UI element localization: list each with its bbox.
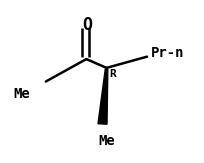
Text: R: R [109, 69, 116, 79]
Text: Pr-n: Pr-n [150, 46, 183, 60]
Text: Me: Me [13, 87, 30, 101]
Text: O: O [82, 16, 92, 34]
Polygon shape [98, 69, 107, 124]
Text: Me: Me [98, 134, 114, 148]
